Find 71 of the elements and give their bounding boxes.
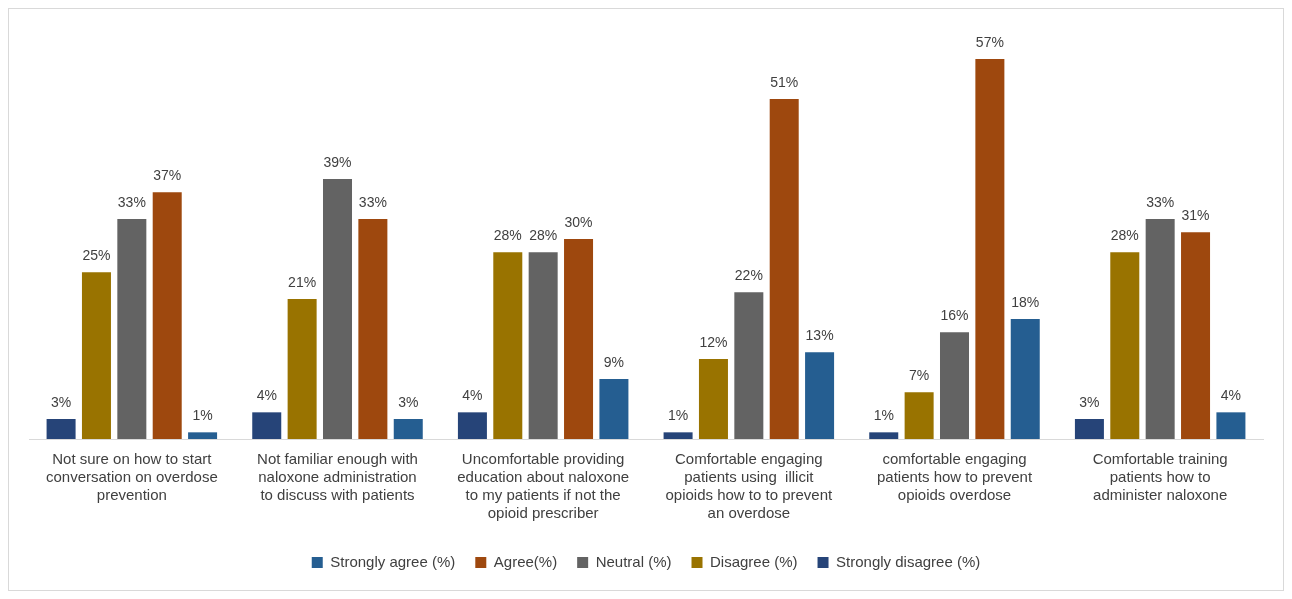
data-label: 9% <box>603 353 625 370</box>
x-tick-label: Not sure on how to start conversation on overdose prevention <box>45 450 218 504</box>
bar <box>1216 412 1246 439</box>
bar <box>358 219 388 439</box>
bar <box>869 432 899 439</box>
bar <box>1181 232 1211 439</box>
x-tick-label: comfortable engaging patients how to prevent opioids overdose <box>876 450 1033 504</box>
data-label: 4% <box>256 387 277 404</box>
data-label: 1% <box>667 407 689 424</box>
bar <box>493 252 523 439</box>
data-label: 1% <box>192 407 213 424</box>
bar <box>323 179 352 439</box>
data-label: 18% <box>1011 293 1040 310</box>
bar <box>528 252 558 439</box>
bar <box>904 392 934 439</box>
data-label: 3% <box>398 393 419 410</box>
data-label: 16% <box>940 307 969 324</box>
bar <box>1074 419 1104 439</box>
bar <box>564 239 594 439</box>
bar <box>769 99 799 439</box>
bar <box>940 332 969 439</box>
bar <box>252 412 282 439</box>
data-label: 21% <box>288 273 317 290</box>
bar <box>81 272 111 439</box>
data-label: 1% <box>873 407 894 424</box>
data-label: 13% <box>805 327 834 344</box>
bar <box>457 412 487 439</box>
data-label: 30% <box>564 213 593 230</box>
legend-label: Strongly disagree (%) <box>836 552 981 570</box>
bar <box>188 432 218 439</box>
data-label: 7% <box>909 367 930 384</box>
bar <box>698 359 728 439</box>
data-label: 25% <box>82 247 111 264</box>
bar <box>287 299 317 439</box>
data-label: 51% <box>770 73 799 90</box>
legend-label: Agree(%) <box>493 552 558 570</box>
bar <box>599 379 629 439</box>
data-label: 4% <box>462 387 483 404</box>
data-label: 28% <box>1110 227 1139 244</box>
data-label: 3% <box>50 393 72 410</box>
bar <box>805 352 835 439</box>
data-label: 57% <box>975 33 1004 50</box>
legend-label: Strongly agree (%) <box>330 552 456 570</box>
data-label: 3% <box>1079 393 1100 410</box>
data-label: 12% <box>699 333 728 350</box>
legend-label: Disagree (%) <box>710 552 798 570</box>
data-label: 37% <box>153 167 182 184</box>
data-label: 31% <box>1181 207 1210 224</box>
bar <box>975 59 1005 439</box>
x-tick-label: Comfortable engaging patients using illicit opioids how to to prevent an overdose <box>665 450 834 522</box>
bar <box>152 192 182 439</box>
bar <box>393 419 423 439</box>
data-label: 28% <box>529 227 558 244</box>
bar <box>1145 219 1175 439</box>
x-tick-label: Uncomfortable providing education about naloxone to my patients if not the opioid prescriber <box>457 450 630 522</box>
data-label: 33% <box>358 193 387 210</box>
x-tick-label: Comfortable training patients how to administer naloxone <box>1092 450 1228 504</box>
bar <box>734 292 764 439</box>
bar <box>117 219 147 439</box>
data-label: 33% <box>1146 193 1175 210</box>
bar <box>663 432 693 439</box>
data-label: 39% <box>323 153 352 170</box>
data-label: 4% <box>1220 387 1242 404</box>
x-tick-label: Not familiar enough with naloxone administration to discuss with patients <box>257 450 418 504</box>
data-label: 33% <box>117 193 146 210</box>
bar <box>1110 252 1140 439</box>
legend-label: Neutral (%) <box>595 552 672 570</box>
bar <box>1010 319 1040 439</box>
data-label: 28% <box>493 227 522 244</box>
data-label: 22% <box>734 267 763 284</box>
bar <box>46 419 76 439</box>
